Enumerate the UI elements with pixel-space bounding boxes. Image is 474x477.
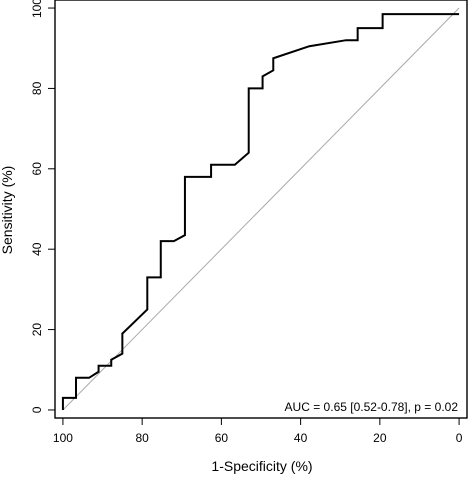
x-tick-label: 40 [294,431,308,445]
auc-annotation: AUC = 0.65 [0.52-0.78], p = 0.02 [285,400,459,414]
x-tick-label: 80 [135,431,149,445]
x-tick-label: 60 [215,431,229,445]
series-group [61,13,460,410]
y-tick-label: 60 [30,162,44,176]
y-tick-label: 80 [30,81,44,95]
y-tick-label: 20 [30,323,44,337]
y-axis-label: Sensitivity (%) [0,166,15,255]
y-tick-label: 40 [30,242,44,256]
roc-curve [61,13,460,410]
x-tick-label: 0 [456,431,463,445]
y-tick-label: 0 [30,406,44,413]
x-axis: 100 80 60 40 20 0 [53,418,463,445]
x-axis-label: 1-Specificity (%) [211,458,312,474]
y-tick-label: 100 [30,0,44,18]
y-axis: 0 20 40 60 80 100 [30,0,55,413]
plot-frame [54,0,468,419]
reference-diagonal [62,7,460,411]
x-tick-label: 100 [53,431,73,445]
x-tick-label: 20 [373,431,387,445]
